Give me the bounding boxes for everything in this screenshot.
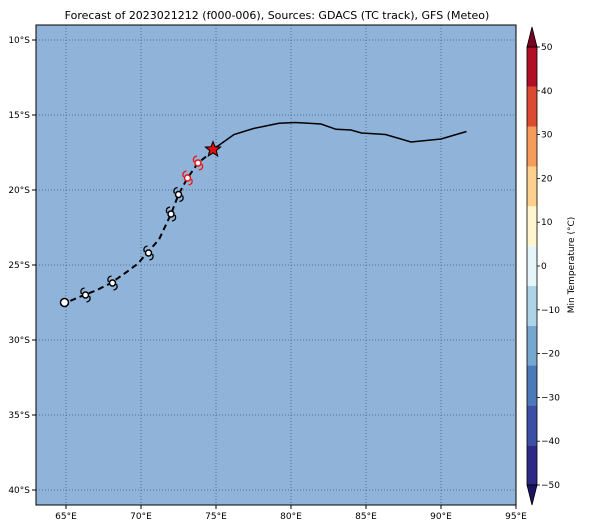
cyclone-symbol <box>80 287 91 303</box>
lon-tick-label: 65°E <box>55 512 77 522</box>
colorbar-segment <box>527 86 537 127</box>
cyclone-symbol <box>107 275 118 291</box>
colorbar-tick-label: 20 <box>541 174 553 184</box>
colorbar-tick-label: −40 <box>541 437 560 447</box>
colorbar-segment <box>527 445 537 485</box>
colorbar-tick-label: 0 <box>541 262 547 272</box>
graticule-grid <box>36 25 516 505</box>
colorbar-tick-label: −50 <box>541 481 560 491</box>
colorbar-segment <box>527 47 537 87</box>
map-panel: 65°E 70°E 75°E 80°E 85°E 90°E 95°E 10°S 15°S 20°… <box>8 24 527 522</box>
colorbar-tick-label: −30 <box>541 393 560 403</box>
lat-tick-label: 25°S <box>8 261 30 271</box>
colorbar-extend-low <box>526 484 538 506</box>
lon-tick-label: 70°E <box>130 512 152 522</box>
colorbar-extend-high <box>526 26 538 48</box>
colorbar-segment <box>527 405 537 446</box>
lat-tick-label: 20°S <box>8 186 30 196</box>
lon-tick-label: 85°E <box>355 512 377 522</box>
lat-tick-label: 30°S <box>8 336 30 346</box>
colorbar-tick-label: 50 <box>541 43 553 53</box>
colorbar-segment <box>527 206 537 247</box>
lon-tick-label: 80°E <box>280 512 302 522</box>
lon-tick-label: 90°E <box>430 512 452 522</box>
colorbar-tick-label: −20 <box>541 350 560 360</box>
lat-tick-label: 40°S <box>8 486 30 496</box>
colorbar-tick-label: 30 <box>541 131 553 141</box>
colorbar-label: Min Temperature (°C) <box>567 217 577 314</box>
cyclone-markers <box>59 140 222 308</box>
colorbar-segment <box>527 285 537 326</box>
lat-tick-label: 35°S <box>8 411 30 421</box>
cyclone-symbol <box>143 245 154 261</box>
cyclone-symbol <box>192 155 204 171</box>
cyclone-symbol <box>182 170 193 186</box>
current-position-star <box>204 140 222 158</box>
lon-tick-label: 75°E <box>205 512 227 522</box>
colorbar-segment <box>527 166 537 207</box>
cyclone-symbol <box>165 206 177 222</box>
cyclone-symbol <box>173 186 184 203</box>
colorbar <box>526 26 538 506</box>
colorbar-segment <box>527 246 537 286</box>
longitude-ticks: 65°E 70°E 75°E 80°E 85°E 90°E 95°E <box>55 505 527 522</box>
colorbar-segment <box>527 126 537 167</box>
past-track-line <box>212 121 467 151</box>
figure-title: Forecast of 2023021212 (f000-006), Sourc… <box>65 9 490 22</box>
colorbar-tick-label: −10 <box>541 306 560 316</box>
forecast-position-circle <box>59 297 70 308</box>
colorbar-segment <box>527 365 537 406</box>
lat-tick-label: 15°S <box>8 111 30 121</box>
latitude-ticks: 10°S 15°S 20°S 25°S 30°S 35°S 40°S <box>8 36 36 496</box>
colorbar-tick-label: 10 <box>541 218 553 228</box>
colorbar-tick-label: 40 <box>541 87 553 97</box>
lat-tick-label: 10°S <box>8 36 30 46</box>
colorbar-segment <box>527 325 537 366</box>
lon-tick-label: 95°E <box>505 512 527 522</box>
colorbar-ticks: 50 40 30 20 10 0 −10 −20 −30 −40 −50 <box>537 43 560 491</box>
